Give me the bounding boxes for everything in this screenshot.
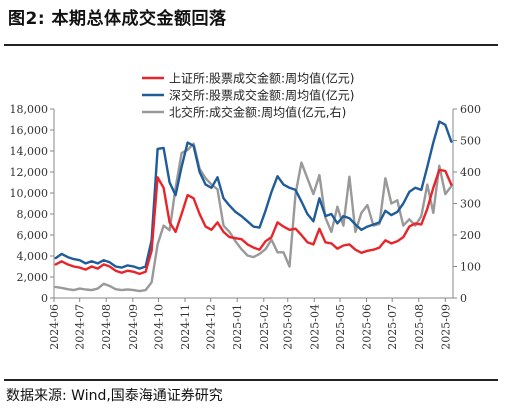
figure-title: 图2: 本期总体成交金额回落 (8, 9, 227, 29)
series-line-1 (54, 168, 453, 276)
y-right-tick-label: 500 (460, 135, 481, 148)
line-chart: 0 2,000 4,000 6,000 8,000 10,000 12,000 14,000 1… (10, 71, 482, 350)
y-left-tick-label: 14,000 (10, 145, 49, 158)
x-tick-label: 2025-05 (334, 304, 347, 350)
series-line-2 (54, 120, 453, 270)
y-right-tick-label: 0 (460, 292, 467, 305)
x-tick-label: 2024-07 (74, 304, 87, 350)
y-left-tick-label: 8,000 (17, 208, 49, 221)
x-tick-label: 2025-02 (258, 304, 271, 350)
legend-label-3: 北交所:成交金额:周均值(亿元,右) (169, 105, 346, 120)
y-right-tick-label: 400 (460, 166, 481, 179)
x-tick-label: 2024-10 (152, 304, 165, 350)
chart-axes: 0 2,000 4,000 6,000 8,000 10,000 12,000 14,000 1… (10, 103, 482, 350)
bottom-rule (4, 379, 498, 381)
source-note: 数据来源: Wind,国泰海通证券研究 (6, 388, 223, 404)
y-right-tick-label: 300 (460, 198, 481, 211)
x-tick-label: 2024-09 (127, 304, 140, 350)
x-tick-label: 2024-12 (205, 304, 218, 350)
x-tick-label: 2025-07 (386, 304, 399, 350)
chart-legend: 上证所:股票成交金额:周均值(亿元) 深交所:股票成交金额:周均值(亿元) 北交所:… (142, 71, 354, 120)
x-tick-label: 2024-08 (100, 304, 113, 350)
y-left-tick-label: 18,000 (10, 103, 49, 116)
y-right-tick-label: 600 (460, 103, 481, 116)
y-left-tick-label: 4,000 (17, 250, 49, 263)
x-tick-label: 2024-11 (179, 304, 192, 350)
y-right-tick-label: 200 (460, 229, 481, 242)
series-layer (54, 120, 453, 293)
series-line-3 (54, 142, 453, 293)
legend-label-1: 上证所:股票成交金额:周均值(亿元) (169, 71, 354, 86)
y-left-tick-label: 16,000 (10, 124, 49, 137)
y-left-tick-label: 6,000 (17, 229, 49, 242)
x-tick-label: 2025-04 (308, 304, 321, 350)
x-tick-label: 2024-06 (48, 304, 61, 350)
y-right-tick-label: 100 (460, 261, 481, 274)
y-left-tick-label: 10,000 (10, 187, 49, 200)
x-tick-label: 2025-08 (413, 304, 426, 350)
x-tick-label: 2025-06 (361, 304, 374, 350)
x-tick-label: 2025-01 (231, 304, 244, 350)
x-tick-label: 2025-03 (282, 304, 295, 350)
y-left-tick-label: 2,000 (17, 271, 49, 284)
top-rule (4, 44, 498, 46)
x-tick-label: 2025-09 (439, 304, 452, 350)
y-left-tick-label: 0 (41, 292, 48, 305)
y-left-tick-label: 12,000 (10, 166, 49, 179)
legend-label-2: 深交所:股票成交金额:周均值(亿元) (169, 88, 354, 103)
